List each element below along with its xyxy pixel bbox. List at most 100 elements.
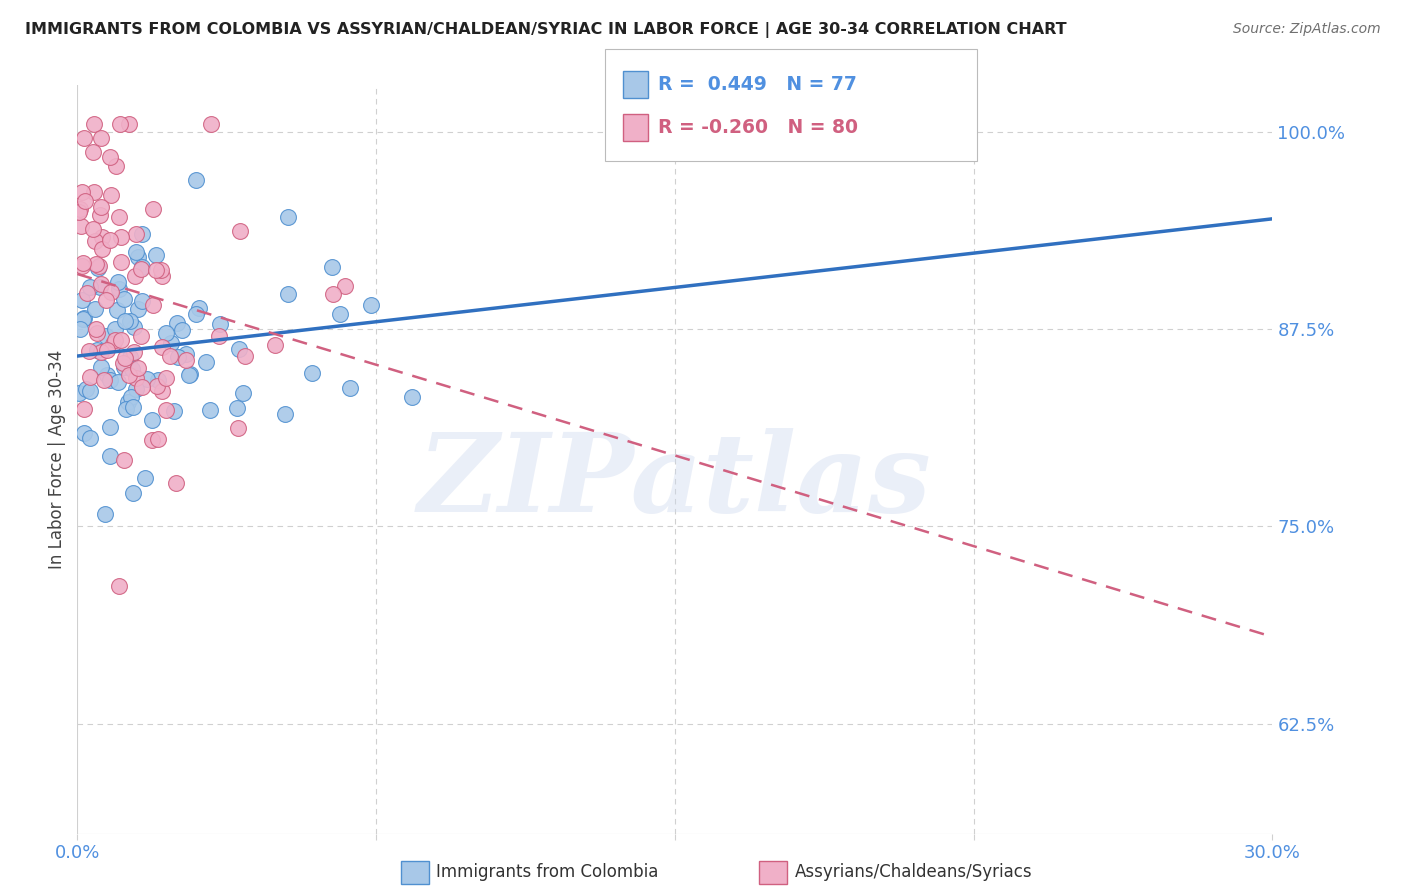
Point — [124, 268, 146, 283]
Point — [146, 373, 169, 387]
Text: Assyrians/Chaldeans/Syriacs: Assyrians/Chaldeans/Syriacs — [794, 863, 1032, 881]
Point — [72, 312, 94, 326]
Point — [127, 361, 149, 376]
Point — [108, 282, 131, 296]
Point — [86, 343, 108, 357]
Point — [136, 371, 159, 385]
Point — [77, 344, 100, 359]
Point — [125, 370, 148, 384]
Point — [112, 359, 135, 374]
Point — [84, 322, 107, 336]
Point — [98, 233, 121, 247]
Point — [194, 355, 217, 369]
Point — [98, 449, 121, 463]
Point — [150, 339, 173, 353]
Point — [117, 394, 139, 409]
Point — [76, 285, 98, 300]
Point — [110, 334, 132, 348]
Point — [163, 404, 186, 418]
Point — [263, 338, 285, 352]
Point — [120, 314, 142, 328]
Point — [108, 579, 131, 593]
Point — [121, 362, 143, 376]
Point — [69, 321, 91, 335]
Point — [72, 260, 94, 274]
Point — [73, 401, 96, 416]
Point — [188, 301, 211, 316]
Point — [73, 131, 96, 145]
Point — [104, 333, 127, 347]
Point — [79, 279, 101, 293]
Point — [145, 248, 167, 262]
Point — [166, 317, 188, 331]
Point — [125, 227, 148, 241]
Point — [105, 302, 128, 317]
Point — [107, 275, 129, 289]
Point — [207, 329, 229, 343]
Point — [104, 322, 127, 336]
Point — [91, 243, 114, 257]
Point — [110, 254, 132, 268]
Point — [131, 293, 153, 308]
Point — [91, 229, 114, 244]
Point — [73, 310, 96, 325]
Point — [108, 211, 131, 225]
Y-axis label: In Labor Force | Age 30-34: In Labor Force | Age 30-34 — [48, 350, 66, 569]
Point — [142, 298, 165, 312]
Point — [174, 353, 197, 368]
Point — [155, 403, 177, 417]
Point — [96, 368, 118, 383]
Point — [122, 319, 145, 334]
Point — [100, 285, 122, 300]
Point — [232, 386, 254, 401]
Point — [150, 269, 173, 284]
Point — [276, 210, 298, 224]
Point — [98, 373, 121, 387]
Point — [233, 349, 256, 363]
Point — [274, 407, 297, 421]
Point — [360, 297, 382, 311]
Point — [100, 187, 122, 202]
Point — [86, 326, 108, 341]
Point — [129, 329, 152, 343]
Point — [225, 401, 247, 416]
Point — [170, 323, 193, 337]
Point — [179, 367, 201, 381]
Point — [87, 259, 110, 273]
Point — [98, 420, 121, 434]
Point — [141, 413, 163, 427]
Text: R =  0.449   N = 77: R = 0.449 N = 77 — [658, 75, 856, 94]
Point — [111, 356, 134, 370]
Point — [150, 263, 173, 277]
Text: Source: ZipAtlas.com: Source: ZipAtlas.com — [1233, 22, 1381, 37]
Point — [96, 343, 118, 357]
Point — [142, 202, 165, 216]
Point — [73, 194, 96, 209]
Point — [112, 453, 135, 467]
Point — [83, 301, 105, 316]
Point — [117, 117, 139, 131]
Point — [160, 336, 183, 351]
Point — [121, 486, 143, 500]
Point — [401, 390, 423, 404]
Point — [114, 351, 136, 365]
Point — [89, 279, 111, 293]
Point — [226, 421, 249, 435]
Point — [84, 257, 107, 271]
Point — [112, 292, 135, 306]
Point — [177, 368, 200, 382]
Point — [277, 287, 299, 301]
Text: ZIPatlas: ZIPatlas — [418, 428, 932, 535]
Point — [108, 117, 131, 131]
Point — [93, 508, 115, 522]
Point — [200, 117, 222, 131]
Point — [79, 370, 101, 384]
Point — [94, 293, 117, 307]
Point — [84, 234, 107, 248]
Point — [329, 307, 352, 321]
Point — [339, 382, 361, 396]
Point — [208, 318, 231, 332]
Point — [229, 224, 252, 238]
Point — [122, 344, 145, 359]
Text: Immigrants from Colombia: Immigrants from Colombia — [436, 863, 658, 881]
